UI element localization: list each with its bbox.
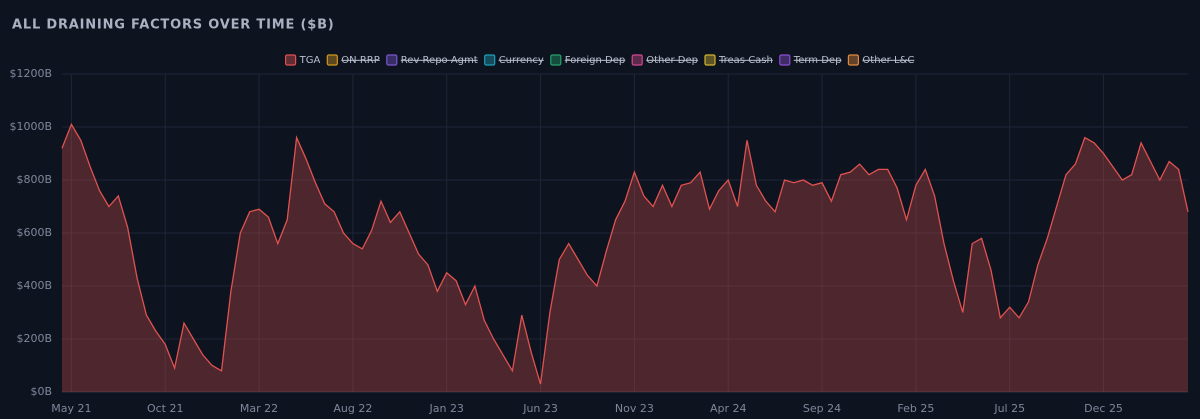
- y-tick-label: $600B: [16, 226, 52, 239]
- legend-item[interactable]: Currency: [484, 54, 544, 66]
- x-tick-label: Dec 25: [1084, 402, 1123, 415]
- legend-label: Term Dep: [793, 55, 842, 66]
- area-line: [61, 122, 1189, 385]
- chart-title: ALL DRAINING FACTORS OVER TIME ($B): [12, 18, 335, 33]
- legend-swatch: [386, 54, 398, 66]
- legend-item[interactable]: ON RRP: [326, 54, 380, 66]
- legend-item[interactable]: TGA: [285, 54, 321, 66]
- legend-swatch: [484, 54, 496, 66]
- y-tick-label: $1200B: [9, 67, 52, 80]
- legend-label: TGA: [299, 55, 321, 66]
- y-tick-label: $1000B: [9, 120, 52, 133]
- x-tick-label: Nov 23: [615, 402, 654, 415]
- legend-label: ON RRP: [341, 55, 379, 66]
- x-tick-label: Apr 24: [710, 402, 747, 415]
- y-tick-label: $800B: [16, 173, 52, 186]
- legend-swatch: [326, 54, 338, 66]
- legend-label: Rev Repo Agmt: [401, 55, 478, 66]
- legend-label: Other Dep: [646, 55, 698, 66]
- legend-swatch: [704, 54, 716, 66]
- x-tick-label: Aug 22: [333, 402, 372, 415]
- legend-swatch: [847, 54, 860, 66]
- x-tick-label: Jan 23: [428, 402, 463, 415]
- y-tick-label: $400B: [16, 279, 52, 292]
- x-tick-label: Oct 21: [147, 402, 184, 415]
- legend-swatch: [779, 54, 791, 66]
- area-fill: [62, 124, 1188, 393]
- x-tick-label: Jul 25: [993, 402, 1025, 415]
- legend-swatch: [285, 54, 297, 66]
- legend: TGA ON RRP Rev Repo Agmt Currency Foreign De…: [285, 54, 914, 66]
- legend-item[interactable]: Other Dep: [631, 54, 698, 66]
- y-tick-label: $200B: [16, 332, 52, 345]
- x-tick-label: Jun 23: [522, 402, 558, 415]
- x-tick-label: Mar 22: [240, 402, 278, 415]
- x-tick-label: May 21: [51, 402, 91, 415]
- x-tick-label: Sep 24: [803, 402, 841, 415]
- y-tick-label: $0B: [30, 385, 52, 398]
- x-tick-label: Feb 25: [897, 402, 934, 415]
- legend-swatch: [550, 54, 562, 66]
- legend-item[interactable]: Foreign Dep: [550, 54, 625, 66]
- legend-item[interactable]: Rev Repo Agmt: [386, 54, 478, 66]
- legend-item[interactable]: Other L&C: [847, 54, 914, 66]
- legend-swatch: [631, 54, 643, 66]
- legend-label: Foreign Dep: [565, 55, 625, 66]
- legend-item[interactable]: Term Dep: [779, 54, 842, 66]
- legend-label: Treas Cash: [718, 55, 773, 66]
- legend-label: Currency: [499, 55, 544, 66]
- legend-label: Other L&C: [862, 55, 914, 66]
- legend-item[interactable]: Treas Cash: [704, 54, 773, 66]
